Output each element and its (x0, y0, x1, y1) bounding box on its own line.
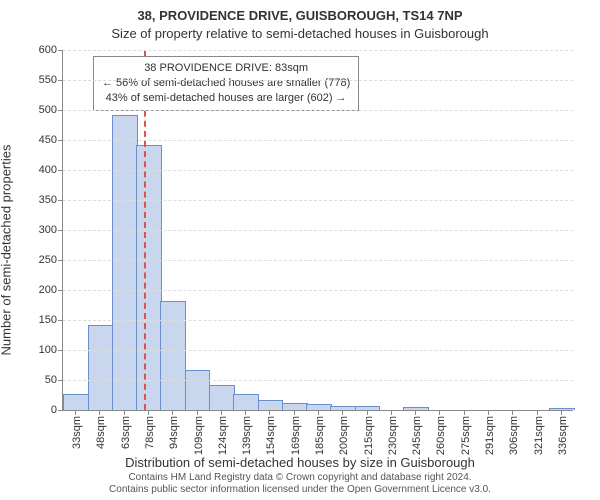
grid-line (63, 110, 573, 111)
y-tick-label: 400 (39, 164, 63, 176)
x-tick-mark (488, 410, 489, 415)
x-tick-label: 185sqm (314, 416, 326, 455)
histogram-bar (233, 394, 259, 410)
x-tick-mark (512, 410, 513, 415)
histogram-bar (160, 301, 186, 410)
x-tick-mark (561, 410, 562, 415)
histogram-bar (136, 145, 162, 410)
histogram-bar (185, 370, 211, 410)
x-axis-label: Distribution of semi-detached houses by … (0, 455, 600, 470)
x-tick-label: 336sqm (557, 416, 569, 455)
y-tick-label: 500 (39, 104, 63, 116)
grid-line (63, 380, 573, 381)
footer-line-1: Contains HM Land Registry data © Crown c… (0, 472, 600, 484)
plot-area: 38 PROVIDENCE DRIVE: 83sqm ← 56% of semi… (62, 50, 573, 411)
x-tick-label: 215sqm (363, 416, 375, 455)
page-subtitle: Size of property relative to semi-detach… (0, 26, 600, 41)
y-tick-label: 450 (39, 134, 63, 146)
x-tick-label: 109sqm (193, 416, 205, 455)
chart-container: 38, PROVIDENCE DRIVE, GUISBOROUGH, TS14 … (0, 0, 600, 500)
x-tick-mark (148, 410, 149, 415)
grid-line (63, 320, 573, 321)
histogram-bar (549, 408, 575, 410)
histogram-bar (258, 400, 284, 410)
x-tick-label: 275sqm (460, 416, 472, 455)
y-tick-label: 550 (39, 74, 63, 86)
x-tick-mark (415, 410, 416, 415)
grid-line (63, 290, 573, 291)
x-tick-mark (367, 410, 368, 415)
histogram-bar (88, 325, 114, 410)
y-tick-label: 200 (39, 284, 63, 296)
x-tick-mark (391, 410, 392, 415)
y-tick-label: 150 (39, 314, 63, 326)
x-tick-label: 306sqm (508, 416, 520, 455)
x-tick-label: 169sqm (290, 416, 302, 455)
x-tick-mark (342, 410, 343, 415)
x-tick-mark (439, 410, 440, 415)
grid-line (63, 200, 573, 201)
y-tick-label: 300 (39, 224, 63, 236)
histogram-bar (282, 403, 308, 410)
x-tick-label: 245sqm (411, 416, 423, 455)
x-tick-mark (464, 410, 465, 415)
grid-line (63, 50, 573, 51)
x-tick-label: 139sqm (241, 416, 253, 455)
x-tick-mark (99, 410, 100, 415)
y-tick-label: 0 (51, 404, 63, 416)
x-tick-label: 291sqm (484, 416, 496, 455)
x-tick-mark (221, 410, 222, 415)
y-tick-label: 50 (45, 374, 63, 386)
x-tick-label: 230sqm (387, 416, 399, 455)
x-tick-mark (537, 410, 538, 415)
histogram-bar (209, 385, 235, 410)
x-tick-mark (318, 410, 319, 415)
x-tick-mark (294, 410, 295, 415)
footer-attribution: Contains HM Land Registry data © Crown c… (0, 472, 600, 496)
x-tick-mark (245, 410, 246, 415)
footer-line-2: Contains public sector information licen… (0, 484, 600, 496)
callout-line-1: 38 PROVIDENCE DRIVE: 83sqm (102, 61, 350, 76)
x-tick-mark (75, 410, 76, 415)
x-tick-label: 124sqm (217, 416, 229, 455)
histogram-bar (112, 115, 138, 410)
x-tick-label: 48sqm (95, 416, 107, 449)
x-tick-label: 260sqm (435, 416, 447, 455)
x-tick-label: 94sqm (168, 416, 180, 449)
x-tick-mark (269, 410, 270, 415)
histogram-bar (63, 394, 89, 410)
grid-line (63, 170, 573, 171)
x-tick-label: 33sqm (71, 416, 83, 449)
callout-line-2: ← 56% of semi-detached houses are smalle… (102, 76, 350, 91)
x-tick-label: 63sqm (120, 416, 132, 449)
grid-line (63, 350, 573, 351)
x-tick-label: 200sqm (338, 416, 350, 455)
y-tick-label: 100 (39, 344, 63, 356)
y-axis-label: Number of semi-detached properties (0, 145, 14, 356)
x-tick-label: 321sqm (533, 416, 545, 455)
x-tick-label: 154sqm (265, 416, 277, 455)
page-title: 38, PROVIDENCE DRIVE, GUISBOROUGH, TS14 … (0, 8, 600, 23)
callout-box: 38 PROVIDENCE DRIVE: 83sqm ← 56% of semi… (93, 56, 359, 111)
grid-line (63, 140, 573, 141)
grid-line (63, 230, 573, 231)
x-tick-mark (172, 410, 173, 415)
y-tick-label: 600 (39, 44, 63, 56)
x-tick-label: 78sqm (144, 416, 156, 449)
y-tick-label: 250 (39, 254, 63, 266)
x-tick-mark (124, 410, 125, 415)
x-tick-mark (197, 410, 198, 415)
y-tick-label: 350 (39, 194, 63, 206)
callout-line-3: 43% of semi-detached houses are larger (… (102, 91, 350, 106)
grid-line (63, 260, 573, 261)
grid-line (63, 80, 573, 81)
